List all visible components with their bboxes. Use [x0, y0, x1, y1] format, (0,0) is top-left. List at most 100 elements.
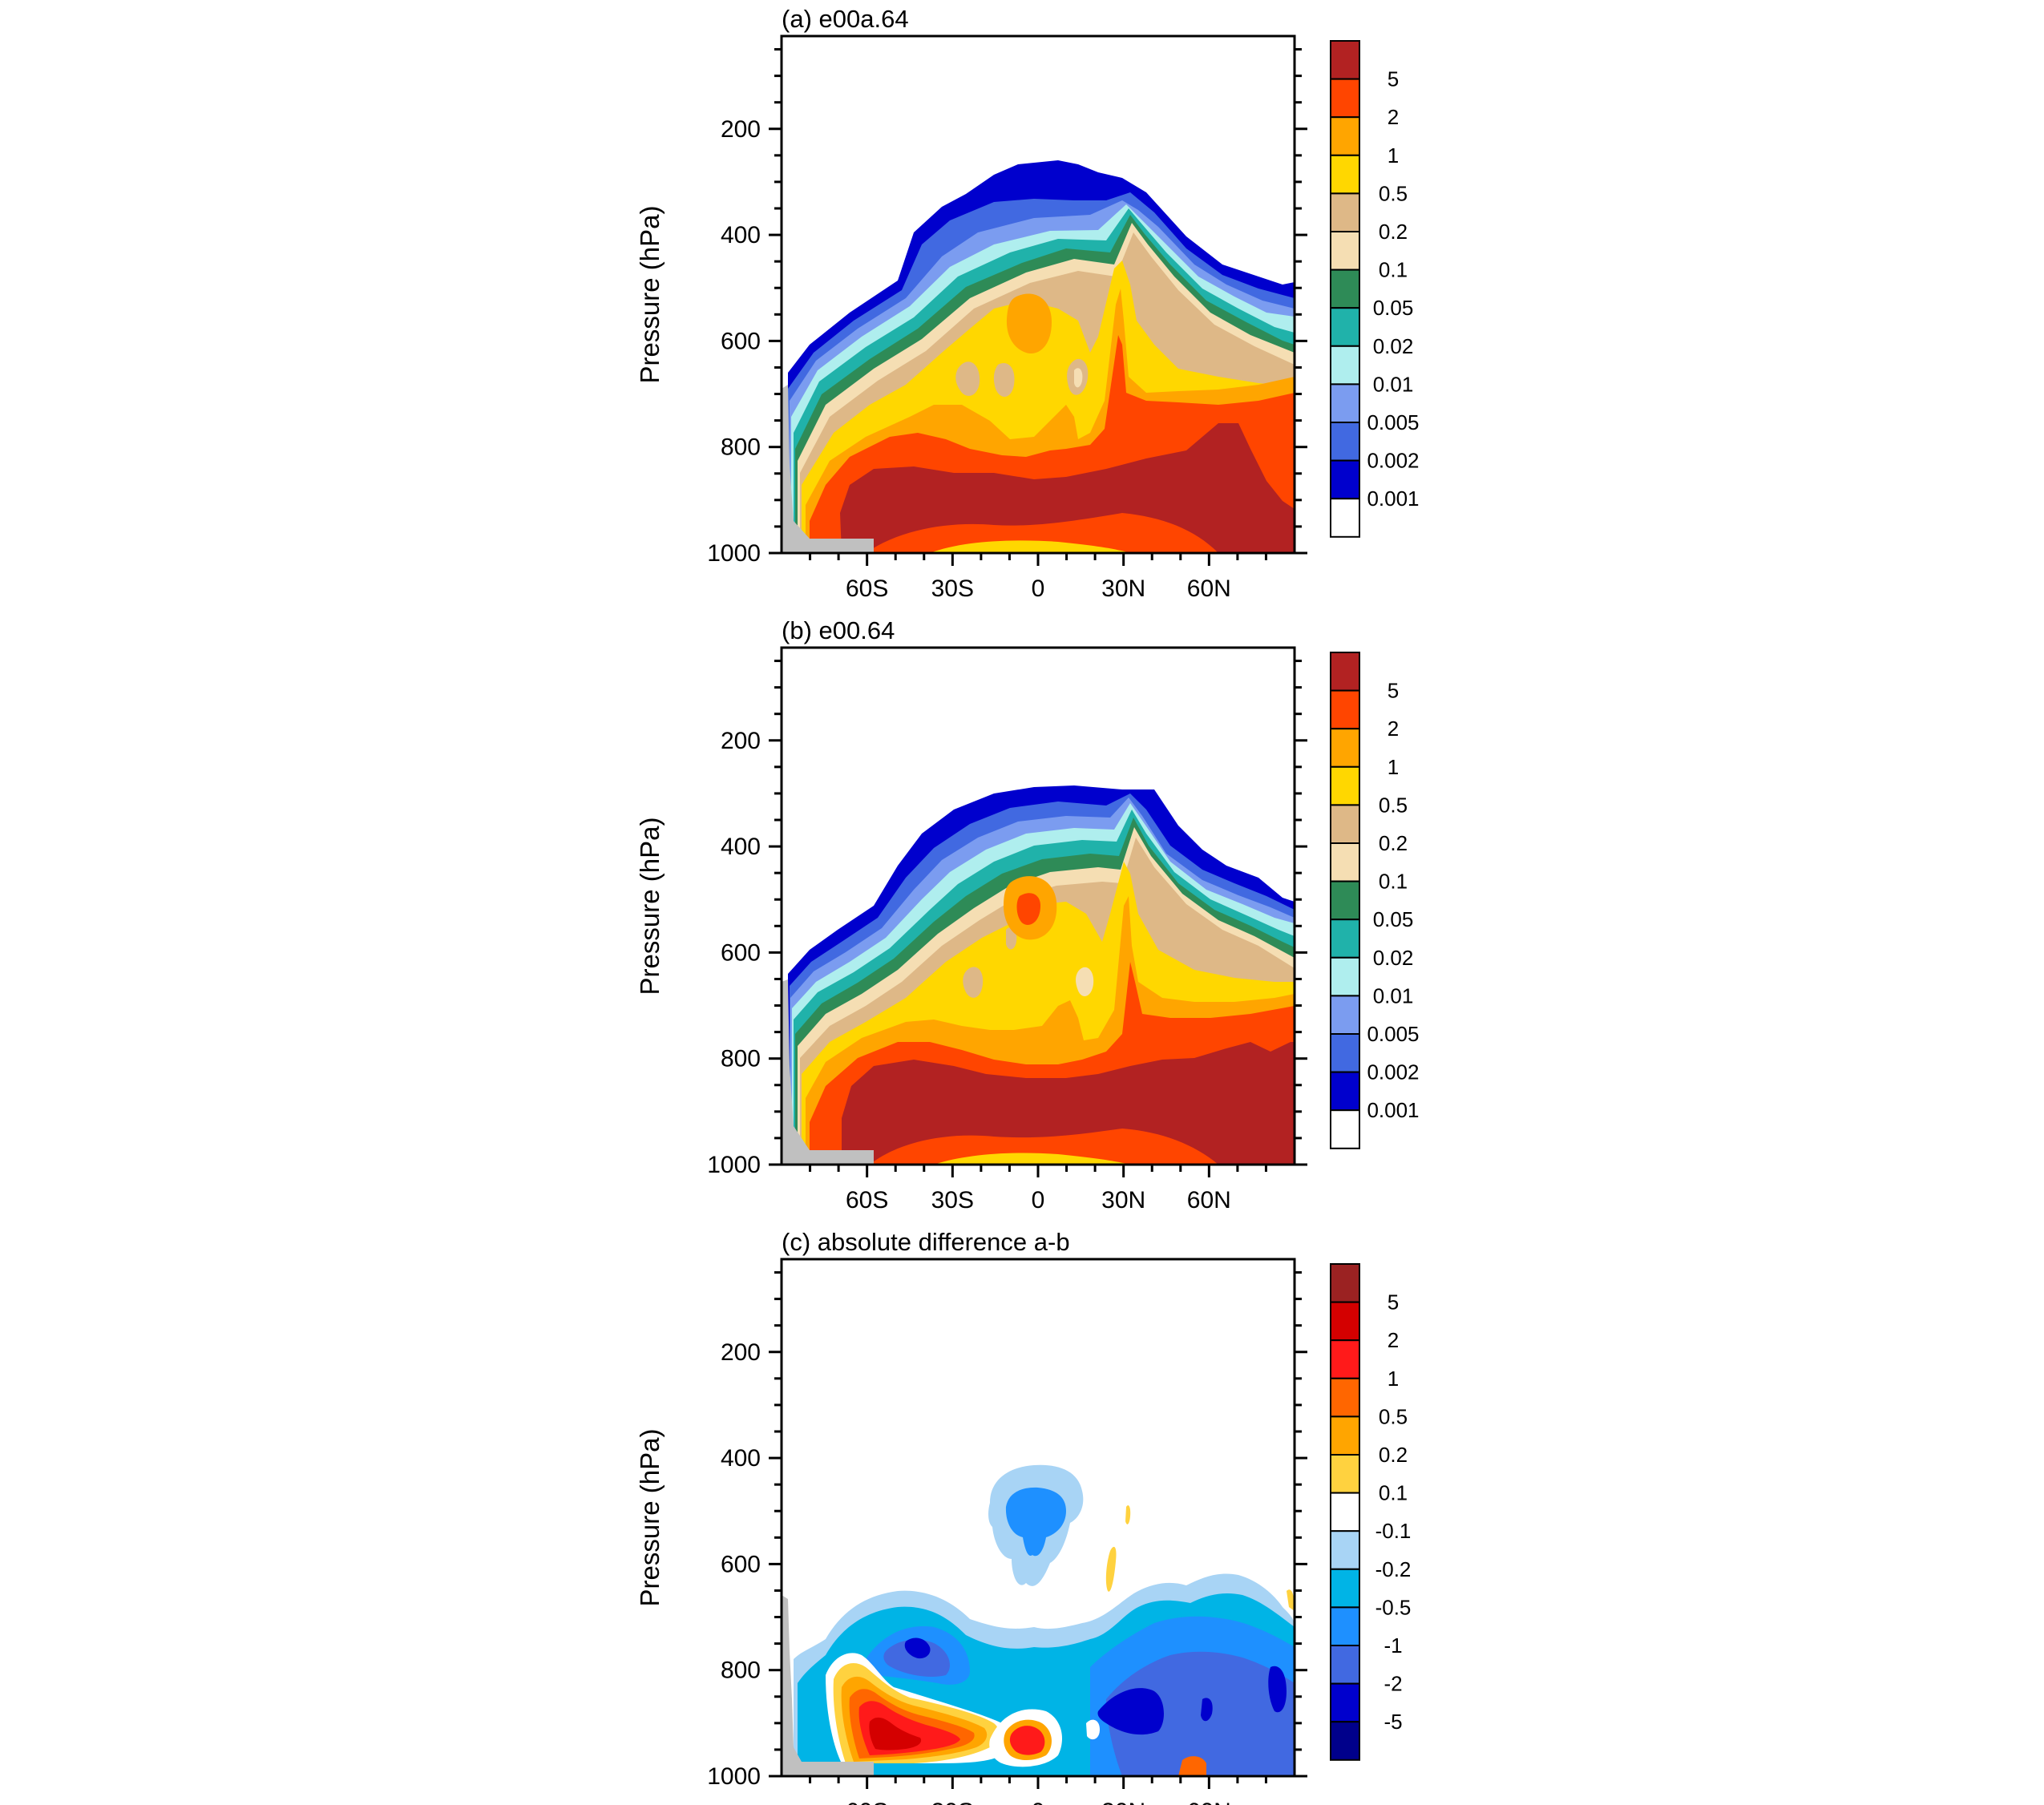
panel-a-colorbar-swatch — [1330, 498, 1360, 538]
panel-b-ytick-label: 800 — [721, 1046, 761, 1072]
panel-c-colorbar-label: 0.2 — [1379, 1443, 1408, 1467]
panel-b-colorbar-label: 0.5 — [1379, 793, 1408, 817]
panel-b-colorbar-label: 0.1 — [1379, 870, 1408, 894]
panel-a-colorbar-label: 0.02 — [1373, 334, 1414, 358]
panel-c-colorbar: 5 2 1 0.5 0.2 0.1 -0.1 -0.2 -0.5 -1 -2 -5 — [1330, 1263, 1412, 1761]
panel-b-colorbar-swatch — [1330, 728, 1360, 768]
panel-b-surface-band-2 — [934, 1153, 1130, 1165]
panel-c-level-0.1-streak-1 — [1105, 1546, 1117, 1592]
panel-b-colorbar-swatch — [1330, 804, 1360, 845]
panel-b-colorbar-swatch — [1330, 1033, 1360, 1073]
panel-a-colorbar-label: 0.5 — [1379, 181, 1408, 205]
panel-a-colorbar-label: 0.2 — [1379, 220, 1408, 244]
panel-a-colorbar-swatch — [1330, 154, 1360, 195]
panel-c-colorbar-label: 0.5 — [1379, 1404, 1408, 1428]
panel-c-colorbar-swatch — [1330, 1682, 1360, 1723]
panel-b-colorbar-label: 2 — [1388, 717, 1399, 741]
panel-c-ytick-label: 800 — [721, 1658, 761, 1684]
panel-c-field — [782, 1464, 1295, 1776]
panel-c-colorbar-swatch — [1330, 1568, 1360, 1609]
panel-a-colorbar: 5 2 1 0.5 0.2 0.1 0.05 0.02 0.01 0.005 0.002 0.001 — [1330, 40, 1420, 538]
panel-c-topography — [782, 1595, 874, 1776]
panel-a-colorbar-swatch — [1330, 231, 1360, 271]
panel-c-colorbar-swatch — [1330, 1530, 1360, 1570]
panel-b-ytick-label: 200 — [721, 728, 761, 754]
panel-c-colorbar-label: 2 — [1388, 1328, 1399, 1352]
panel-b-level-2-blob — [1016, 893, 1040, 925]
panel-b-colorbar-swatch — [1330, 995, 1360, 1036]
panel-b-level-0.2-pocket-3 — [1076, 967, 1094, 996]
panel-c-level-5-lower — [869, 1717, 922, 1750]
panel-a-colorbar-swatch — [1330, 383, 1360, 423]
panel-c-xtick-label: 60N — [1187, 1799, 1231, 1805]
panel-c-colorbar-label: -0.1 — [1375, 1519, 1412, 1543]
panel-c-colorbar-label: 0.1 — [1379, 1481, 1408, 1505]
panel-a-colorbar-label: 5 — [1388, 67, 1399, 91]
panel-b-surface-band — [870, 1129, 1218, 1165]
panel-c-ytick-label: 600 — [721, 1551, 761, 1577]
panel-b-colorbar-label: 0.02 — [1373, 946, 1414, 970]
panel-b-colorbar-swatch — [1330, 1109, 1360, 1149]
panel-c-colorbar-swatch — [1330, 1721, 1360, 1761]
panel-b-colorbar-swatch — [1330, 765, 1360, 806]
panel-c-xtick-label: 0 — [1032, 1799, 1045, 1805]
panel-a-colorbar-swatch — [1330, 307, 1360, 347]
panel-a-surface-band — [866, 513, 1218, 553]
panel-a-surface-band-2 — [930, 540, 1130, 553]
panel-b-level-5 — [842, 1042, 1295, 1165]
panel-a-level-1-blob — [1006, 293, 1052, 354]
panel-c-xtick-label: 30N — [1101, 1799, 1145, 1805]
panel-c-colorbar-swatch — [1330, 1606, 1360, 1647]
panel-b-xtick-label: 30S — [931, 1187, 974, 1213]
panel-b-xtick-label: 60S — [846, 1187, 888, 1213]
panel-b-colorbar-label: 0.2 — [1379, 831, 1408, 855]
panel-a-ylabel: Pressure (hPa) — [635, 206, 665, 384]
panel-c-level-0.1-streak-2 — [1125, 1505, 1131, 1524]
panel-c-level-neg2-lower — [883, 1639, 1295, 1776]
panel-a-colorbar-swatch — [1330, 116, 1360, 156]
panel-b-colorbar-label: 0.01 — [1373, 983, 1414, 1007]
panel-a-xtick-label: 30S — [931, 575, 974, 602]
panel-a-colorbar-label: 0.001 — [1367, 487, 1419, 511]
panel-a-colorbar-label: 2 — [1388, 105, 1399, 129]
panel-c-colorbar-label: 5 — [1388, 1290, 1399, 1314]
panel-a-title: (a) e00a.64 — [782, 5, 909, 33]
panel-a-level-5 — [840, 423, 1295, 553]
panel-a-field — [782, 160, 1295, 553]
panel-c-axes: 200 400 600 800 1000 60S 30S 0 30N 60N Pressure (h… — [635, 1258, 1412, 1805]
panel-b-axes: 200 400 600 800 1000 60S 30S 0 30N 60N Pressure (h… — [635, 646, 1420, 1213]
panel-b-colorbar-swatch — [1330, 842, 1360, 882]
panel-a-ytick-label: 800 — [721, 434, 761, 461]
panel-b: (b) e00.64 — [782, 616, 1295, 1165]
panel-c-ytick-label: 1000 — [707, 1763, 761, 1790]
panel-b-ytick-label: 1000 — [707, 1152, 761, 1178]
panel-b-colorbar-label: 0.002 — [1367, 1060, 1419, 1084]
panel-b-colorbar-label: 0.05 — [1373, 907, 1414, 931]
panel-b-colorbar-label: 1 — [1388, 755, 1399, 779]
panel-b-colorbar-label: 0.001 — [1367, 1098, 1419, 1122]
panel-b-colorbar-swatch — [1330, 956, 1360, 997]
panel-b-colorbar-swatch — [1330, 919, 1360, 959]
panel-b-field — [782, 785, 1295, 1165]
panel-c-colorbar-label: -0.5 — [1375, 1595, 1412, 1619]
panel-a-colorbar-swatch — [1330, 78, 1360, 119]
panel-a-xtick-label: 30N — [1101, 575, 1145, 602]
panel-a-colorbar-label: 1 — [1388, 143, 1399, 168]
panel-c-ytick-label: 200 — [721, 1339, 761, 1366]
panel-a: (a) e00a.64 — [782, 5, 1295, 553]
panel-a-colorbar-label: 0.01 — [1373, 372, 1414, 396]
panel-c-colorbar-swatch — [1330, 1415, 1360, 1456]
panel-b-level-0.2-pocket-1 — [963, 967, 984, 998]
panel-c: (c) absolute difference a-b — [782, 1228, 1295, 1776]
panel-c-level-neg0.5-upper — [1005, 1487, 1066, 1557]
panel-c-colorbar-label: -1 — [1384, 1633, 1402, 1658]
panel-c-colorbar-swatch — [1330, 1301, 1360, 1342]
panel-b-xtick-label: 30N — [1101, 1187, 1145, 1213]
panel-a-ytick-label: 200 — [721, 116, 761, 143]
panel-a-colorbar-swatch — [1330, 192, 1360, 232]
panel-b-colorbar-swatch — [1330, 880, 1360, 921]
panel-a-colorbar-swatch — [1330, 345, 1360, 386]
panel-c-ytick-label: 400 — [721, 1445, 761, 1472]
panel-b-colorbar-swatch — [1330, 689, 1360, 730]
